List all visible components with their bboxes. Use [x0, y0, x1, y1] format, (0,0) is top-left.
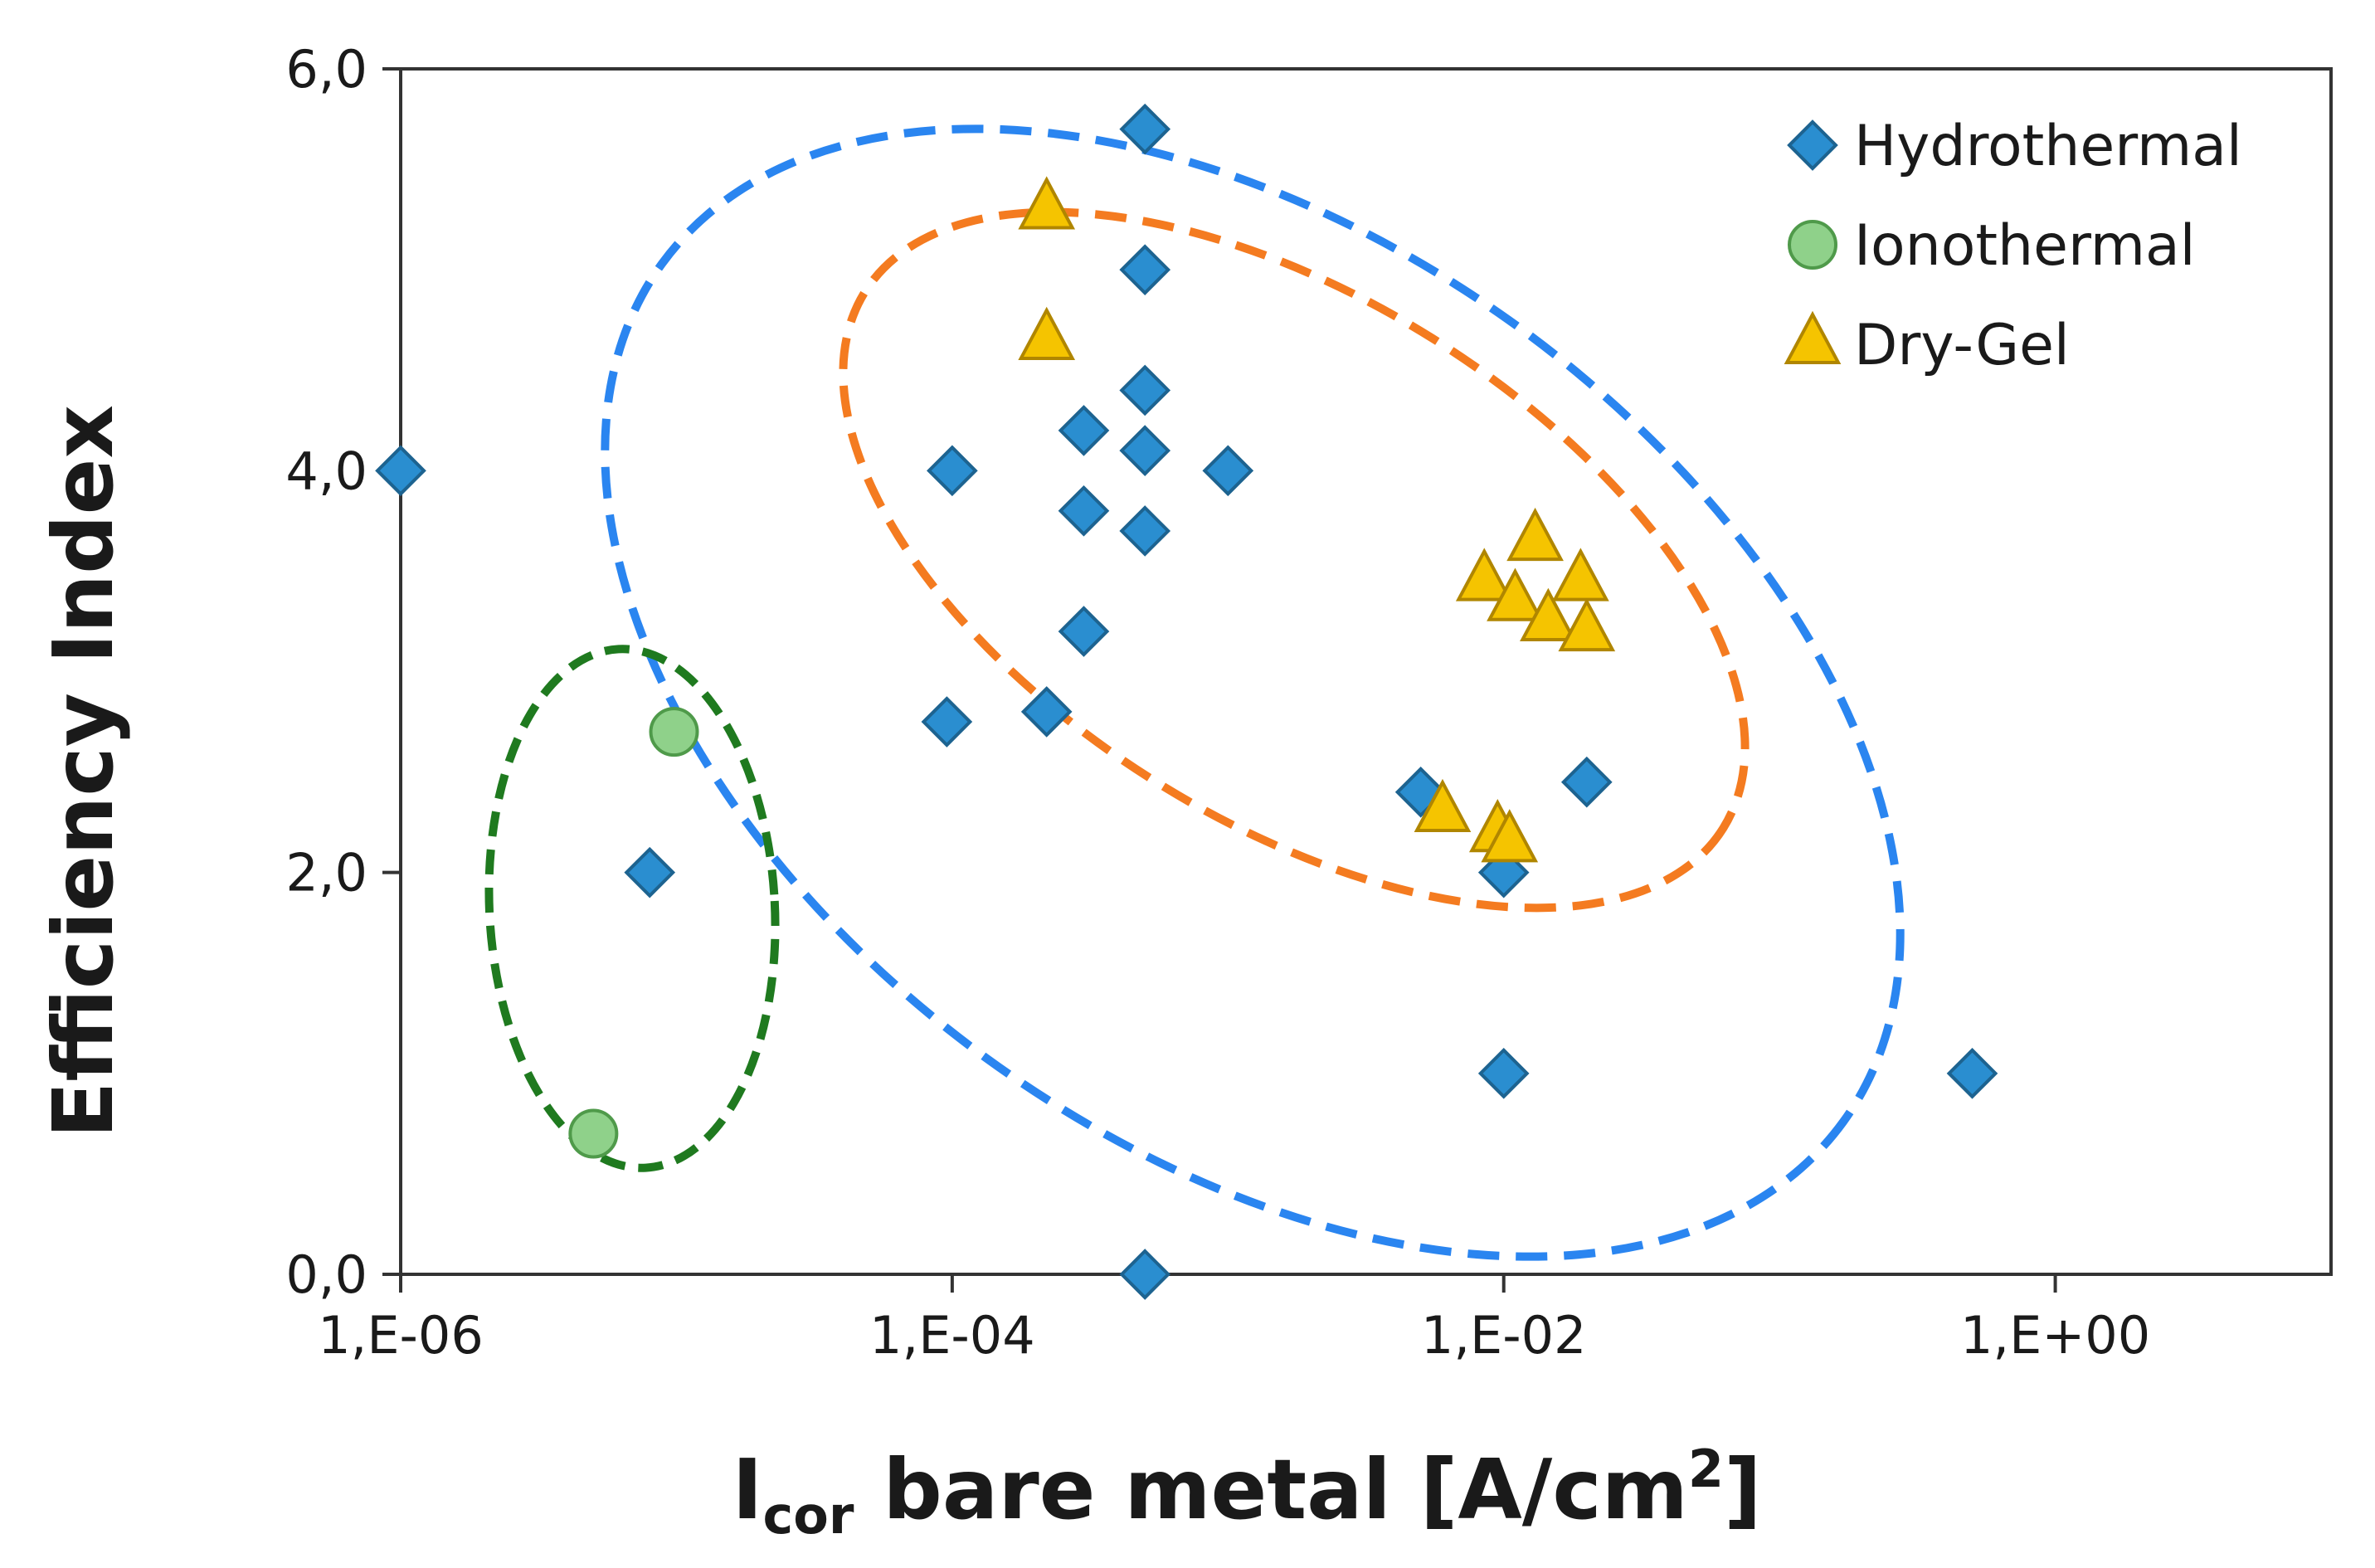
hydrothermal-point	[921, 696, 973, 747]
dry-gel-point	[1487, 567, 1544, 621]
hydrothermal-point	[1946, 1048, 1998, 1099]
legend-label: Ionothermal	[1854, 213, 2196, 279]
hydrothermal-point	[1119, 425, 1171, 476]
hydrothermal-point	[1477, 846, 1530, 898]
legend-marker-dry-gel	[1784, 310, 1842, 365]
hydrothermal-point	[1119, 1249, 1171, 1300]
legend-marker-ionothermal	[1788, 220, 1837, 270]
dry-gel-point	[1506, 507, 1564, 562]
y-tick-label: 4,0	[285, 441, 367, 501]
legend-item: Hydrothermal	[1787, 114, 2242, 179]
ionothermal-point	[649, 707, 699, 757]
data-points	[375, 103, 1998, 1300]
dry-gel-point	[1481, 809, 1539, 863]
hydrothermal-point	[1058, 485, 1110, 537]
hydrothermal-point	[624, 846, 676, 898]
dry-gel-point	[1552, 548, 1609, 601]
legend-item: Dry-Gel	[1784, 310, 2070, 378]
hydrothermal-point	[1119, 505, 1171, 557]
green-group-outline	[484, 645, 780, 1172]
legend-marker-hydrothermal	[1787, 119, 1838, 171]
plot-area	[399, 67, 2333, 1276]
dry-gel-point	[1018, 306, 1076, 360]
legend-label: Hydrothermal	[1854, 114, 2242, 179]
ionothermal-point	[568, 1108, 619, 1159]
hydrothermal-point	[375, 445, 426, 497]
dry-gel-point	[1558, 597, 1616, 652]
x-axis-title: Icor bare metal [A/cm2]	[732, 1439, 1761, 1546]
hydrothermal-point	[927, 445, 978, 497]
x-tick-label: 1,E+00	[1960, 1305, 2150, 1366]
series-ionothermal	[568, 707, 699, 1159]
dry-gel-point	[1018, 176, 1076, 230]
legend-item: Ionothermal	[1788, 213, 2196, 279]
series-dry-gel	[1018, 176, 1616, 863]
hydrothermal-point	[1020, 686, 1073, 738]
y-axis-ticks: 0,0 2,0 4,0 6,0	[285, 39, 401, 1305]
legend: Hydrothermal Ionothermal Dry-Gel	[1784, 114, 2242, 378]
x-tick-label: 1,E-06	[318, 1305, 484, 1366]
x-tick-label: 1,E-04	[869, 1305, 1035, 1366]
x-axis-ticks: 1,E-06 1,E-04 1,E-02 1,E+00	[318, 1274, 2150, 1366]
hydrothermal-point	[1560, 756, 1613, 808]
hydrothermal-point	[1477, 1048, 1530, 1099]
dry-gel-point	[1520, 587, 1577, 641]
legend-label: Dry-Gel	[1854, 313, 2070, 378]
dry-gel-point	[1414, 778, 1472, 833]
orange-group-outline	[839, 207, 1750, 913]
series-hydrothermal	[375, 103, 1998, 1300]
blue-group-outline	[601, 124, 1905, 1261]
x-tick-label: 1,E-02	[1421, 1305, 1587, 1366]
y-tick-label: 2,0	[285, 843, 367, 903]
y-tick-label: 6,0	[285, 39, 367, 100]
y-tick-label: 0,0	[285, 1244, 367, 1305]
hydrothermal-point	[1058, 405, 1110, 456]
hydrothermal-point	[1119, 364, 1171, 416]
hydrothermal-point	[1202, 445, 1254, 497]
hydrothermal-point	[1119, 103, 1171, 155]
y-axis-title: Efficiency Index	[35, 405, 132, 1138]
group-outlines	[484, 124, 1905, 1261]
hydrothermal-point	[1119, 244, 1171, 295]
dry-gel-point	[1455, 548, 1513, 601]
hydrothermal-point	[1058, 606, 1110, 657]
